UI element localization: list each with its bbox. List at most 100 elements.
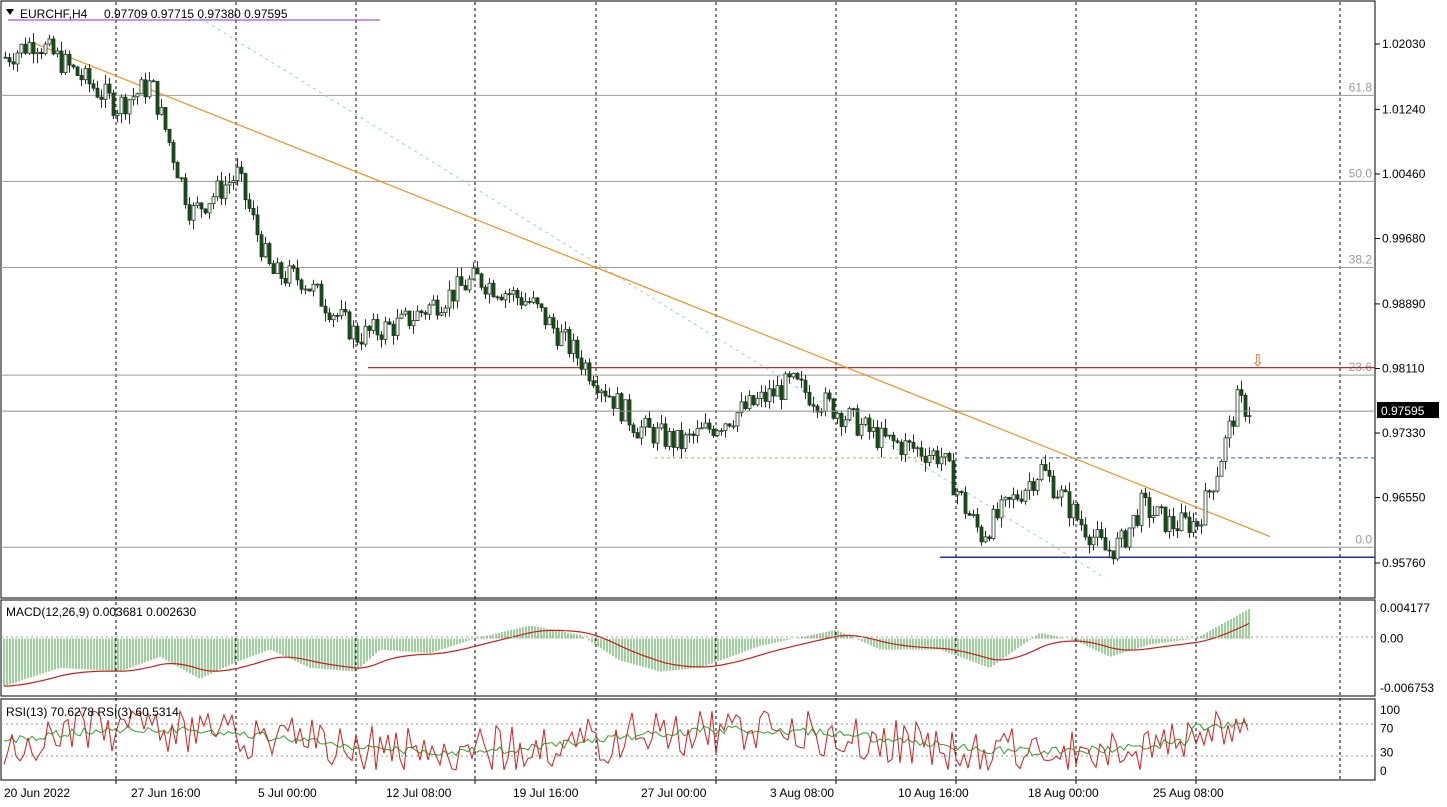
price-tick-label: 0.95760 xyxy=(1382,556,1426,570)
candle xyxy=(771,380,776,404)
candle xyxy=(919,440,924,462)
candle xyxy=(935,445,940,468)
candle xyxy=(159,99,164,116)
candle xyxy=(507,288,512,304)
candle xyxy=(623,399,628,422)
candle xyxy=(603,383,608,403)
candle xyxy=(187,197,192,225)
candle xyxy=(499,293,504,301)
candle xyxy=(359,332,364,351)
candle xyxy=(11,53,16,70)
candle xyxy=(471,262,476,281)
candle xyxy=(1135,508,1140,528)
candle xyxy=(879,421,884,458)
time-label: 19 Jul 16:00 xyxy=(513,786,579,800)
candle xyxy=(551,313,556,334)
candle xyxy=(699,421,704,430)
candle xyxy=(1011,487,1016,509)
candle xyxy=(539,303,544,312)
fib-level-label: 0.0 xyxy=(1355,532,1372,546)
candle xyxy=(311,279,316,297)
candle xyxy=(1175,520,1180,539)
candle xyxy=(835,410,840,425)
candle xyxy=(467,275,472,293)
candle xyxy=(1087,534,1092,554)
candle xyxy=(27,37,32,55)
candle xyxy=(367,324,372,338)
candle xyxy=(1083,517,1088,541)
candle xyxy=(923,448,928,472)
fib-diagonal-line xyxy=(199,17,1106,579)
candle xyxy=(631,422,636,438)
candle xyxy=(591,375,596,389)
candle xyxy=(999,495,1004,528)
candle xyxy=(1243,392,1248,422)
candle xyxy=(487,278,492,304)
candle xyxy=(387,318,392,326)
candle xyxy=(247,193,252,213)
candle xyxy=(799,370,804,389)
candle xyxy=(459,267,464,286)
time-label: 18 Aug 00:00 xyxy=(1028,786,1099,800)
candle xyxy=(643,415,648,436)
candle xyxy=(283,271,288,287)
candle xyxy=(15,50,20,72)
price-tick-label: 1.00460 xyxy=(1382,167,1426,181)
candle xyxy=(87,64,92,93)
candle xyxy=(331,313,336,327)
candle xyxy=(531,291,536,305)
candle xyxy=(67,50,72,73)
candle xyxy=(279,260,284,285)
candle xyxy=(527,297,532,305)
candle xyxy=(1103,527,1108,551)
price-tick-label: 1.02030 xyxy=(1382,37,1426,51)
candle xyxy=(1239,380,1244,403)
candle xyxy=(939,447,944,472)
candle xyxy=(667,428,672,451)
candle xyxy=(947,451,952,463)
candle xyxy=(111,89,116,120)
candle xyxy=(991,505,996,541)
candle xyxy=(1151,505,1156,524)
time-label: 10 Aug 16:00 xyxy=(898,786,969,800)
candle xyxy=(19,43,24,58)
candle xyxy=(351,320,356,349)
candle xyxy=(851,407,856,417)
price-tick-label: 0.99680 xyxy=(1382,232,1426,246)
candle xyxy=(751,394,756,406)
candle xyxy=(423,310,428,320)
candle xyxy=(415,305,420,322)
candle xyxy=(1139,489,1144,533)
time-scale: 20 Jun 2022 27 Jun 16:00 5 Jul 00:00 12 Jul… xyxy=(4,780,1224,800)
candle xyxy=(791,372,796,380)
candle xyxy=(635,427,640,439)
candle xyxy=(931,448,936,460)
candle xyxy=(307,288,312,292)
candle xyxy=(759,385,764,408)
candle xyxy=(839,411,844,436)
candle xyxy=(123,93,128,120)
candle xyxy=(691,431,696,444)
candle xyxy=(1143,487,1148,506)
candle xyxy=(99,89,104,108)
symbol-label[interactable]: EURCHF,H4 xyxy=(20,7,88,21)
symbol-dropdown-icon[interactable] xyxy=(6,9,14,15)
candle xyxy=(1003,496,1008,507)
candle xyxy=(763,385,768,408)
candle xyxy=(231,175,236,190)
candle xyxy=(315,283,320,289)
candle xyxy=(227,173,232,194)
candle xyxy=(899,439,904,462)
candle xyxy=(843,415,848,434)
candle xyxy=(303,285,308,295)
candle xyxy=(863,416,868,427)
rsi3-line xyxy=(3,709,1249,772)
candle xyxy=(39,48,44,60)
candle xyxy=(339,299,344,320)
candle xyxy=(795,372,800,381)
candle xyxy=(271,260,276,275)
candle xyxy=(971,509,976,518)
candle xyxy=(251,200,256,220)
candle xyxy=(727,423,732,428)
